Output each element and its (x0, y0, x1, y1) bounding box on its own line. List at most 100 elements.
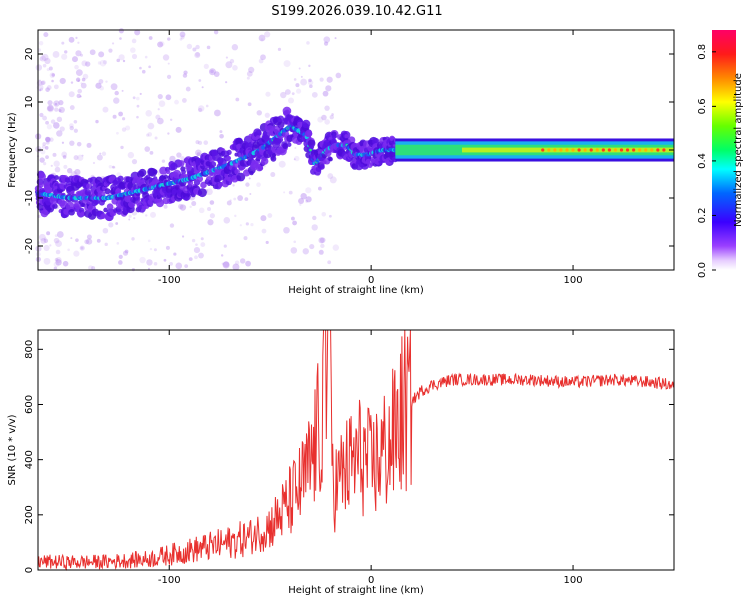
spectrogram-x-tick-label: -100 (158, 275, 181, 286)
noise-speck (149, 247, 153, 251)
noise-speck (40, 149, 46, 155)
noise-speck (161, 159, 166, 163)
noise-speck (175, 262, 183, 270)
snr-frame (37, 329, 675, 571)
noise-speck (118, 111, 124, 117)
band-hotspot (662, 148, 666, 152)
ridge-blob (239, 165, 245, 171)
noise-speck (237, 195, 244, 201)
noise-speck (186, 43, 193, 50)
ridge-peak (309, 148, 312, 152)
noise-speck (291, 216, 295, 221)
noise-speck (325, 85, 332, 92)
noise-speck (231, 44, 239, 51)
spectrogram-x-tick-label: 100 (564, 275, 583, 286)
noise-speck (46, 231, 51, 236)
noise-speck (45, 87, 50, 92)
noise-speck (136, 115, 139, 119)
noise-speck (169, 118, 173, 121)
noise-speck (131, 237, 135, 241)
noise-speck (250, 223, 254, 227)
ridge-blob (282, 106, 292, 116)
noise-speck (207, 207, 212, 212)
noise-speck (248, 66, 255, 73)
noise-speck (54, 166, 61, 173)
noise-speck (203, 63, 209, 69)
noise-speck (73, 128, 78, 133)
noise-speck (41, 80, 46, 85)
noise-speck (42, 142, 47, 146)
noise-speck (320, 243, 325, 249)
noise-speck (132, 96, 136, 100)
noise-speck (46, 124, 52, 130)
noise-speck (97, 61, 102, 65)
ridge-blob (347, 136, 356, 144)
noise-speck (278, 160, 286, 168)
noise-speck (69, 140, 75, 146)
noise-speck (260, 54, 266, 61)
noise-speck (131, 159, 138, 165)
noise-speck (239, 258, 246, 264)
noise-speck (329, 114, 334, 120)
noise-speck (290, 247, 298, 254)
noise-speck (139, 66, 142, 70)
noise-speck (223, 261, 230, 268)
noise-speck (61, 53, 68, 60)
noise-speck (163, 204, 168, 209)
noise-speck (308, 64, 311, 68)
noise-speck (294, 155, 300, 162)
spectrogram-y-tick-label: 0 (24, 147, 35, 153)
band-hotspot (601, 148, 605, 152)
ridge-blob (287, 142, 292, 147)
noise-speck (318, 237, 325, 244)
noise-speck (256, 182, 261, 187)
noise-speck (206, 188, 213, 196)
noise-speck (69, 123, 74, 128)
noise-speck (173, 252, 177, 256)
noise-speck (197, 105, 205, 112)
noise-speck (41, 145, 46, 149)
noise-speck (85, 61, 91, 67)
noise-speck (144, 55, 148, 59)
noise-speck (59, 77, 66, 85)
ridge-blob (165, 169, 171, 175)
noise-speck (233, 197, 237, 201)
ridge-blob (319, 164, 325, 170)
ridge-blob (103, 207, 108, 213)
noise-speck (130, 47, 136, 53)
ridge-blob (68, 208, 75, 216)
noise-speck (47, 105, 54, 113)
noise-speck (55, 259, 62, 266)
snr-x-tick-label: 0 (368, 575, 374, 586)
noise-speck (80, 82, 83, 85)
noise-speck (124, 249, 129, 254)
noise-speck (174, 99, 179, 105)
noise-speck (292, 220, 297, 226)
band-hotspot (589, 148, 593, 152)
ridge-blob (226, 149, 232, 156)
noise-speck (35, 64, 43, 71)
noise-speck (163, 258, 167, 262)
noise-speck (110, 83, 118, 91)
noise-speck (223, 217, 231, 224)
noise-speck (86, 142, 92, 148)
noise-speck (192, 47, 197, 52)
snr-y-tick-label: 600 (24, 395, 35, 414)
colorbar-tick-label: 0.0 (697, 262, 708, 278)
noise-speck (71, 56, 78, 63)
noise-speck (118, 54, 125, 61)
noise-speck (283, 60, 291, 68)
noise-speck (167, 132, 170, 135)
noise-speck (111, 42, 115, 45)
noise-speck (42, 115, 47, 121)
noise-speck (136, 96, 140, 101)
noise-speck (265, 91, 271, 97)
noise-speck (69, 125, 74, 131)
noise-speck (45, 136, 51, 142)
noise-speck (115, 222, 119, 225)
noise-speck (52, 122, 60, 129)
noise-speck (49, 244, 52, 247)
noise-speck (39, 87, 44, 91)
noise-speck (77, 154, 84, 161)
